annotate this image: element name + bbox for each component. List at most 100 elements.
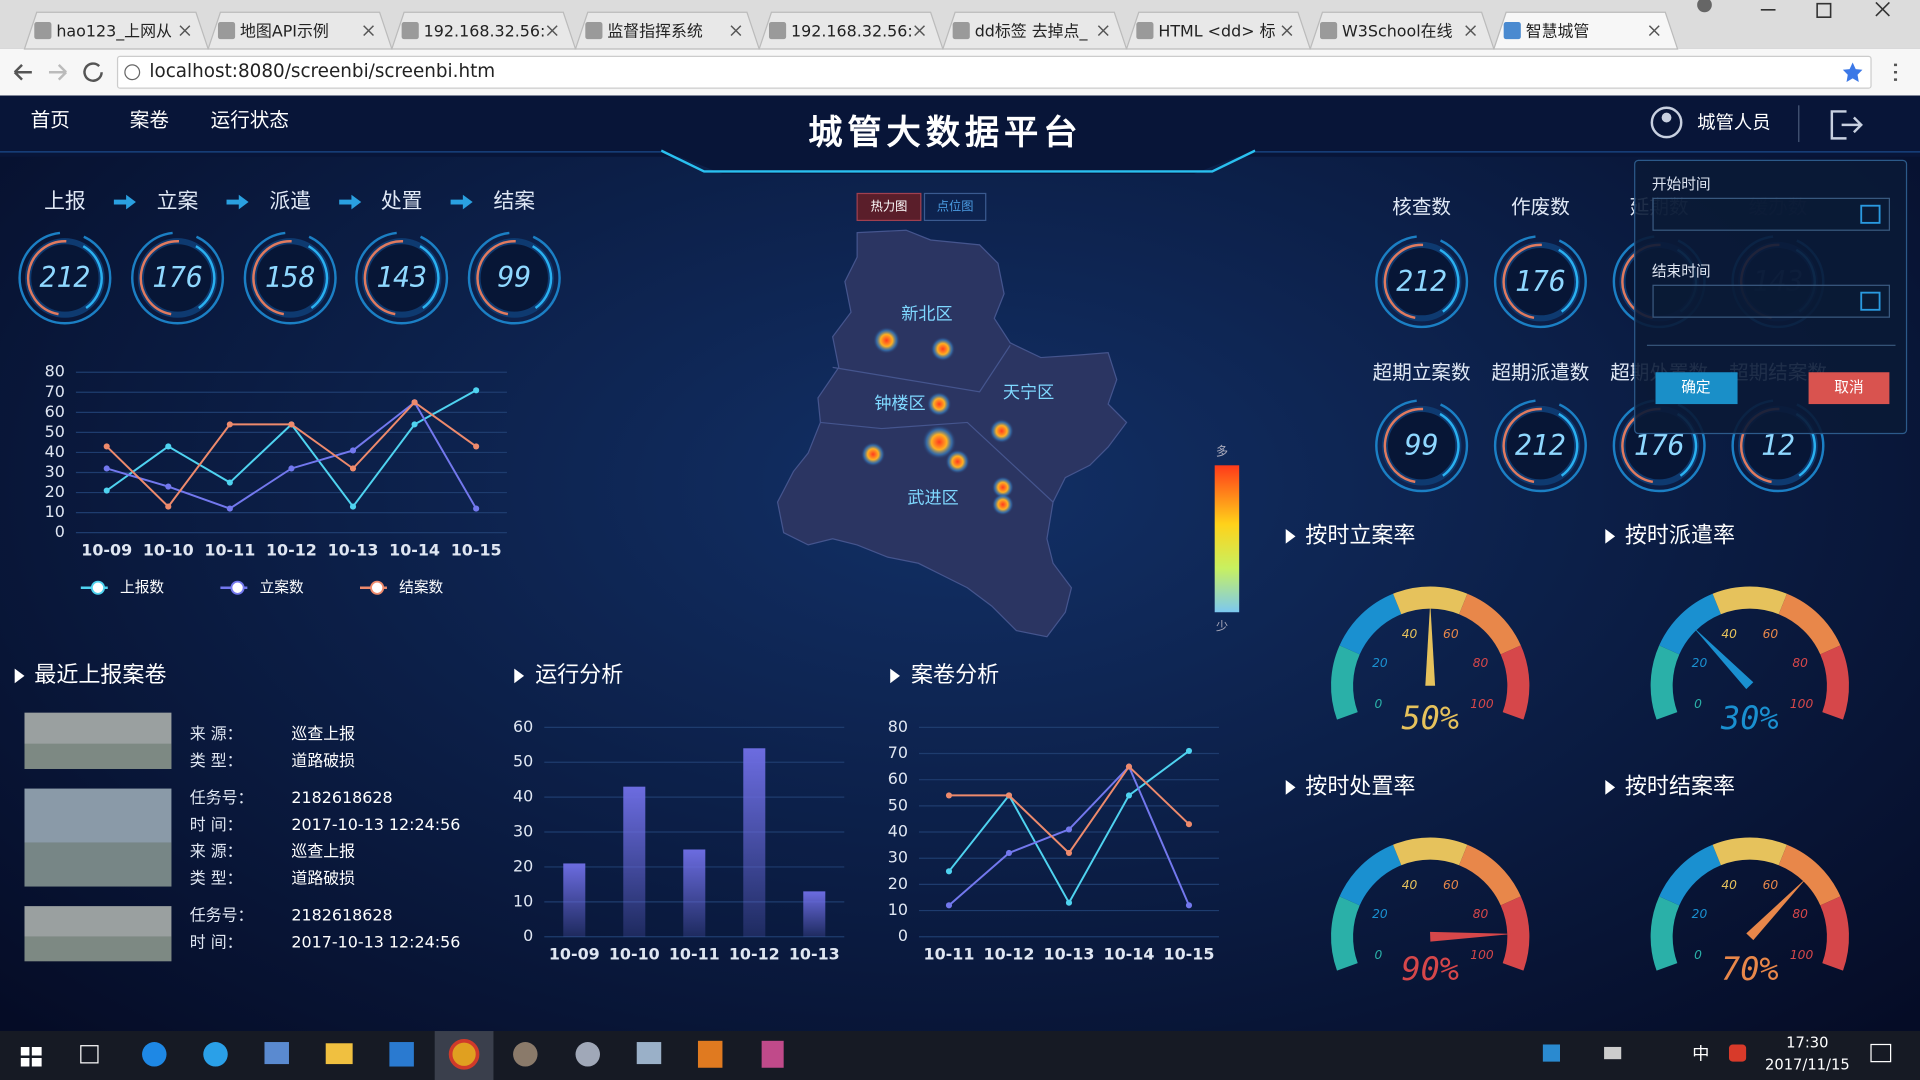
gauge-tick-label: 40 bbox=[1402, 878, 1418, 892]
end-input[interactable] bbox=[1652, 284, 1890, 318]
heatmap-button[interactable] bbox=[856, 192, 922, 222]
confirm-label[interactable]: 确定 bbox=[1681, 379, 1711, 396]
y-tick-label: 30 bbox=[888, 848, 908, 867]
info-icon[interactable] bbox=[124, 64, 141, 81]
nav-item[interactable]: 运行状态 bbox=[211, 109, 289, 132]
url[interactable]: localhost:8080/screenbi/screenbi.htm bbox=[149, 61, 495, 82]
field-label: 时 间： bbox=[190, 932, 243, 951]
tab-title[interactable]: W3School在线 bbox=[1342, 21, 1453, 40]
app-icon[interactable] bbox=[389, 1042, 414, 1067]
field-label: 类 型： bbox=[190, 751, 243, 770]
browser-tab[interactable] bbox=[23, 11, 210, 50]
tab-title[interactable]: HTML <dd> 标 bbox=[1158, 21, 1275, 40]
heat-point bbox=[989, 418, 1014, 444]
app-icon[interactable] bbox=[575, 1042, 600, 1067]
profile-icon[interactable] bbox=[1697, 0, 1712, 13]
district-label[interactable]: 新北区 bbox=[901, 305, 952, 325]
tab-close[interactable] bbox=[1097, 25, 1109, 37]
app-icon[interactable] bbox=[697, 1040, 723, 1068]
browser-tab[interactable] bbox=[207, 11, 393, 50]
data-point bbox=[349, 447, 357, 454]
app-icon[interactable] bbox=[513, 1042, 538, 1067]
browser-tab[interactable] bbox=[574, 11, 761, 50]
app-icon[interactable] bbox=[142, 1042, 167, 1067]
app-icon[interactable] bbox=[325, 1043, 353, 1065]
calendar-icon[interactable] bbox=[1860, 291, 1881, 311]
user-icon[interactable] bbox=[1650, 106, 1683, 139]
user-name[interactable]: 城管人员 bbox=[1697, 113, 1770, 134]
ring-arc bbox=[476, 239, 553, 316]
data-point bbox=[1185, 902, 1193, 909]
notification-icon[interactable] bbox=[1870, 1043, 1892, 1063]
y-tick-label: 10 bbox=[45, 502, 65, 521]
heat-point bbox=[991, 476, 1014, 499]
gauge-band bbox=[1712, 837, 1787, 866]
tab-close[interactable] bbox=[1648, 25, 1660, 37]
cancel-label[interactable]: 取消 bbox=[1834, 379, 1863, 396]
tab-close[interactable] bbox=[363, 25, 374, 37]
app-icon[interactable] bbox=[761, 1040, 784, 1068]
app-icon[interactable] bbox=[264, 1042, 289, 1065]
map-button-label[interactable]: 热力图 bbox=[871, 199, 908, 213]
y-tick-label: 30 bbox=[45, 462, 65, 481]
clock-time[interactable]: 17:30 bbox=[1786, 1034, 1828, 1051]
tab-title[interactable]: hao123_上网从 bbox=[56, 21, 172, 41]
confirm-button[interactable] bbox=[1655, 372, 1738, 405]
start-input[interactable] bbox=[1652, 197, 1890, 231]
tab-title[interactable]: 监督指挥系统 bbox=[607, 21, 703, 40]
tab-close[interactable] bbox=[1465, 25, 1477, 37]
tray-icon[interactable] bbox=[1728, 1044, 1747, 1062]
tab-title[interactable]: 智慧城管 bbox=[1526, 21, 1590, 40]
window-controls[interactable] bbox=[1760, 1, 1890, 18]
gauge-band bbox=[1331, 896, 1360, 971]
tab-close[interactable] bbox=[179, 25, 191, 37]
tab-title[interactable]: dd标签 去掉点_ bbox=[975, 21, 1089, 41]
browser-tab[interactable] bbox=[942, 11, 1128, 50]
heat-point bbox=[991, 493, 1014, 516]
map-button-label[interactable]: 点位图 bbox=[937, 198, 974, 213]
district-label[interactable]: 武进区 bbox=[907, 488, 958, 508]
tab-title[interactable]: 192.168.32.56: bbox=[424, 21, 546, 40]
case-photo-detail bbox=[24, 743, 172, 769]
browser-tab[interactable] bbox=[1309, 11, 1495, 50]
browser-tab[interactable] bbox=[1493, 11, 1679, 50]
browser-tab[interactable] bbox=[758, 11, 944, 50]
app-icon[interactable] bbox=[636, 1042, 662, 1065]
clock-date[interactable]: 2017/11/15 bbox=[1765, 1056, 1850, 1073]
data-point bbox=[1065, 826, 1073, 833]
ring-arc bbox=[1502, 407, 1579, 484]
tray-icon[interactable] bbox=[1604, 1046, 1622, 1060]
app-icon[interactable] bbox=[203, 1042, 228, 1067]
ime-indicator[interactable]: 中 bbox=[1692, 1044, 1709, 1064]
browser-tab[interactable] bbox=[1125, 11, 1312, 50]
y-tick-label: 0 bbox=[55, 522, 65, 541]
logout-button[interactable] bbox=[1830, 110, 1863, 140]
start-button[interactable] bbox=[20, 1046, 42, 1067]
bookmark-star[interactable] bbox=[1842, 62, 1863, 83]
tab-close[interactable] bbox=[730, 25, 742, 37]
browser-tab[interactable] bbox=[390, 11, 577, 50]
tray-icon[interactable] bbox=[1542, 1044, 1560, 1062]
bar bbox=[803, 891, 826, 937]
district-label[interactable]: 天宁区 bbox=[1003, 383, 1054, 403]
tab-close[interactable] bbox=[546, 25, 558, 37]
point-button[interactable] bbox=[923, 192, 987, 222]
tab-close[interactable] bbox=[1281, 25, 1293, 37]
filter-popup: 开始时间 结束时间 确定 取消 bbox=[1634, 159, 1908, 435]
cancel-button[interactable] bbox=[1808, 372, 1890, 405]
nav-item[interactable]: 案卷 bbox=[130, 109, 170, 132]
data-point bbox=[165, 503, 172, 510]
chrome-icon[interactable] bbox=[448, 1038, 480, 1070]
calendar-icon[interactable] bbox=[1860, 204, 1881, 224]
tab-close[interactable] bbox=[914, 25, 926, 37]
forward-button[interactable] bbox=[48, 64, 67, 81]
nav-item[interactable]: 首页 bbox=[31, 109, 70, 132]
task-view[interactable] bbox=[80, 1045, 99, 1064]
reload-button[interactable] bbox=[83, 62, 103, 82]
back-button[interactable] bbox=[13, 64, 32, 81]
address-bar[interactable] bbox=[116, 55, 1872, 89]
district-label[interactable]: 钟楼区 bbox=[874, 394, 925, 414]
tab-title[interactable]: 192.168.32.56: bbox=[791, 21, 913, 40]
tab-title[interactable]: 地图API示例 bbox=[240, 21, 329, 40]
gauge-tick-label: 0 bbox=[1375, 697, 1383, 711]
